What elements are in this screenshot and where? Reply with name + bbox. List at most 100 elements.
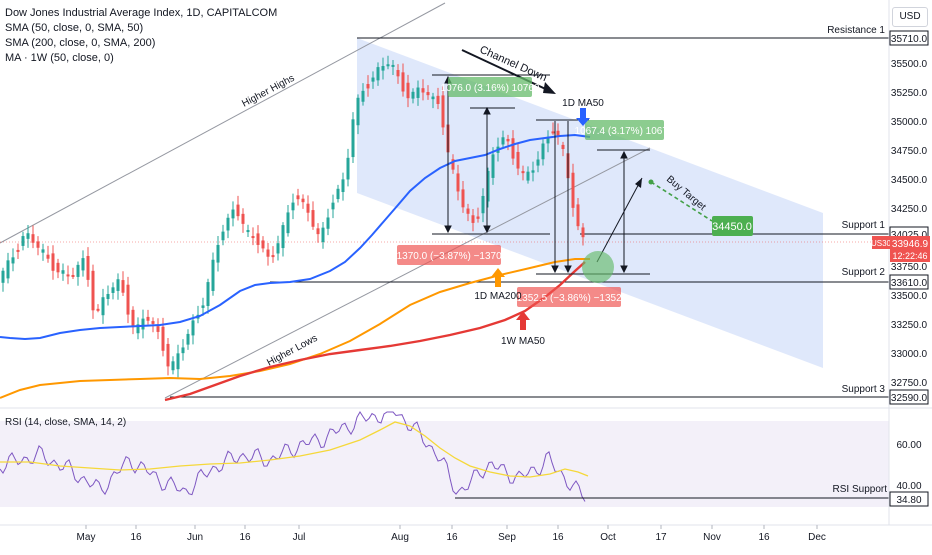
candle-body <box>171 361 175 371</box>
candle-body <box>31 234 35 243</box>
rsi-support-label: RSI Support <box>833 484 888 495</box>
candle-body <box>51 253 55 271</box>
time-tick: Dec <box>808 532 826 543</box>
candle-body <box>361 90 365 102</box>
rsi-tick-60: 60.00 <box>896 440 921 451</box>
price-tick: 34250.0 <box>891 204 928 215</box>
last-price-text: 33946.9 <box>892 239 929 250</box>
candle-body <box>136 324 140 334</box>
sma200-line <box>0 258 590 399</box>
candle-body <box>121 280 125 293</box>
candle-body <box>281 225 285 249</box>
measure-box-1 <box>448 77 532 97</box>
indicator-sma50[interactable]: SMA (50, close, 0, SMA, 50) <box>5 22 144 34</box>
candle-body <box>116 279 120 291</box>
time-tick: Sep <box>498 532 516 543</box>
candle-body <box>451 159 455 170</box>
candle-body <box>176 353 180 370</box>
indicator-ma1w[interactable]: MA · 1W (50, close, 0) <box>5 52 114 64</box>
candle-body <box>311 210 315 227</box>
candle-body <box>191 320 195 336</box>
candle-body <box>486 170 490 202</box>
candle-body <box>326 217 330 229</box>
support-2-tag <box>889 274 929 290</box>
measure-box-2-text: 1067.4 (3.17%) 10674 <box>575 126 674 137</box>
candle-body <box>366 83 370 89</box>
candle-body <box>46 254 50 259</box>
candle-body <box>351 119 355 158</box>
candle-body <box>156 326 160 332</box>
candle-body <box>21 236 25 246</box>
candle-body <box>556 130 560 137</box>
ma50-1d-arrow <box>576 108 590 126</box>
candle-body <box>201 305 205 308</box>
support-1-tag-text: 34025.0 <box>891 230 928 241</box>
currency-button[interactable]: USD <box>892 7 928 27</box>
price-tick: 35000.0 <box>891 117 928 128</box>
candle-body <box>346 157 350 180</box>
ma200-1d-arrow <box>491 268 505 287</box>
candle-body <box>336 188 340 200</box>
higher-lows-line <box>164 147 651 399</box>
time-tick: 16 <box>239 532 251 543</box>
candle-body <box>511 138 515 159</box>
buy-zone-circle <box>582 251 614 283</box>
candle-body <box>396 70 400 77</box>
channel-down-zone <box>357 38 823 368</box>
candle-body <box>491 154 495 178</box>
candle-body <box>541 143 545 160</box>
candle-body <box>76 264 80 277</box>
measure-verticals <box>432 74 650 275</box>
ma200-1d-label: 1D MA200 <box>474 291 522 302</box>
candle-body <box>461 189 465 208</box>
candle-body <box>146 316 150 321</box>
projection-arrowhead <box>635 178 642 188</box>
candle-body <box>471 215 475 223</box>
candle-body <box>131 309 135 328</box>
measure-box-4 <box>517 287 621 307</box>
candle-body <box>161 326 165 351</box>
candle-body <box>96 308 100 311</box>
candle-body <box>6 260 10 279</box>
candle-body <box>521 171 525 174</box>
symbol-tag-text: US30 <box>871 239 892 248</box>
candle-body <box>276 243 280 254</box>
time-tick: 17 <box>655 532 667 543</box>
support-2-tag-text: 33610.0 <box>891 278 928 289</box>
support-2-label: Support 2 <box>842 267 886 278</box>
rsi-line <box>0 411 586 502</box>
candle-body <box>441 95 445 128</box>
candle-body <box>61 270 65 274</box>
support-3-label: Support 3 <box>842 384 886 395</box>
price-axis[interactable]: 35500.0 35250.0 35000.0 34750.0 34500.0 34250… <box>891 59 928 389</box>
indicator-sma200[interactable]: SMA (200, close, 0, SMA, 200) <box>5 37 156 49</box>
time-axis[interactable]: May 16 Jun 16 Jul Aug 16 Sep 16 Oct 17 Nov 16 Dec <box>77 525 826 543</box>
candle-body <box>371 77 375 82</box>
resistance-1-tag-text: 35710.0 <box>891 34 928 45</box>
candle-body <box>81 258 85 271</box>
candle-body <box>286 212 290 234</box>
candle-body <box>421 88 425 93</box>
candle-body <box>211 259 215 291</box>
candle-body <box>11 257 15 264</box>
candle-body <box>531 170 535 173</box>
candle-body <box>516 151 520 169</box>
candle-body <box>216 244 220 263</box>
candle-body <box>206 282 210 306</box>
last-price-tag <box>890 236 930 262</box>
candle-body <box>66 274 70 277</box>
candle-body <box>381 66 385 71</box>
candle-body <box>226 217 230 231</box>
higher-highs-line <box>0 2 446 244</box>
rsi-support-tag-text: 34.80 <box>896 495 921 506</box>
candle-body <box>221 231 225 241</box>
candle-body <box>41 249 45 253</box>
candle-body <box>91 270 95 311</box>
candle-body <box>111 287 115 293</box>
candle-body <box>416 87 420 98</box>
time-tick: Nov <box>703 532 721 543</box>
resistance-1-tag <box>889 30 929 46</box>
candle-body <box>236 204 240 217</box>
